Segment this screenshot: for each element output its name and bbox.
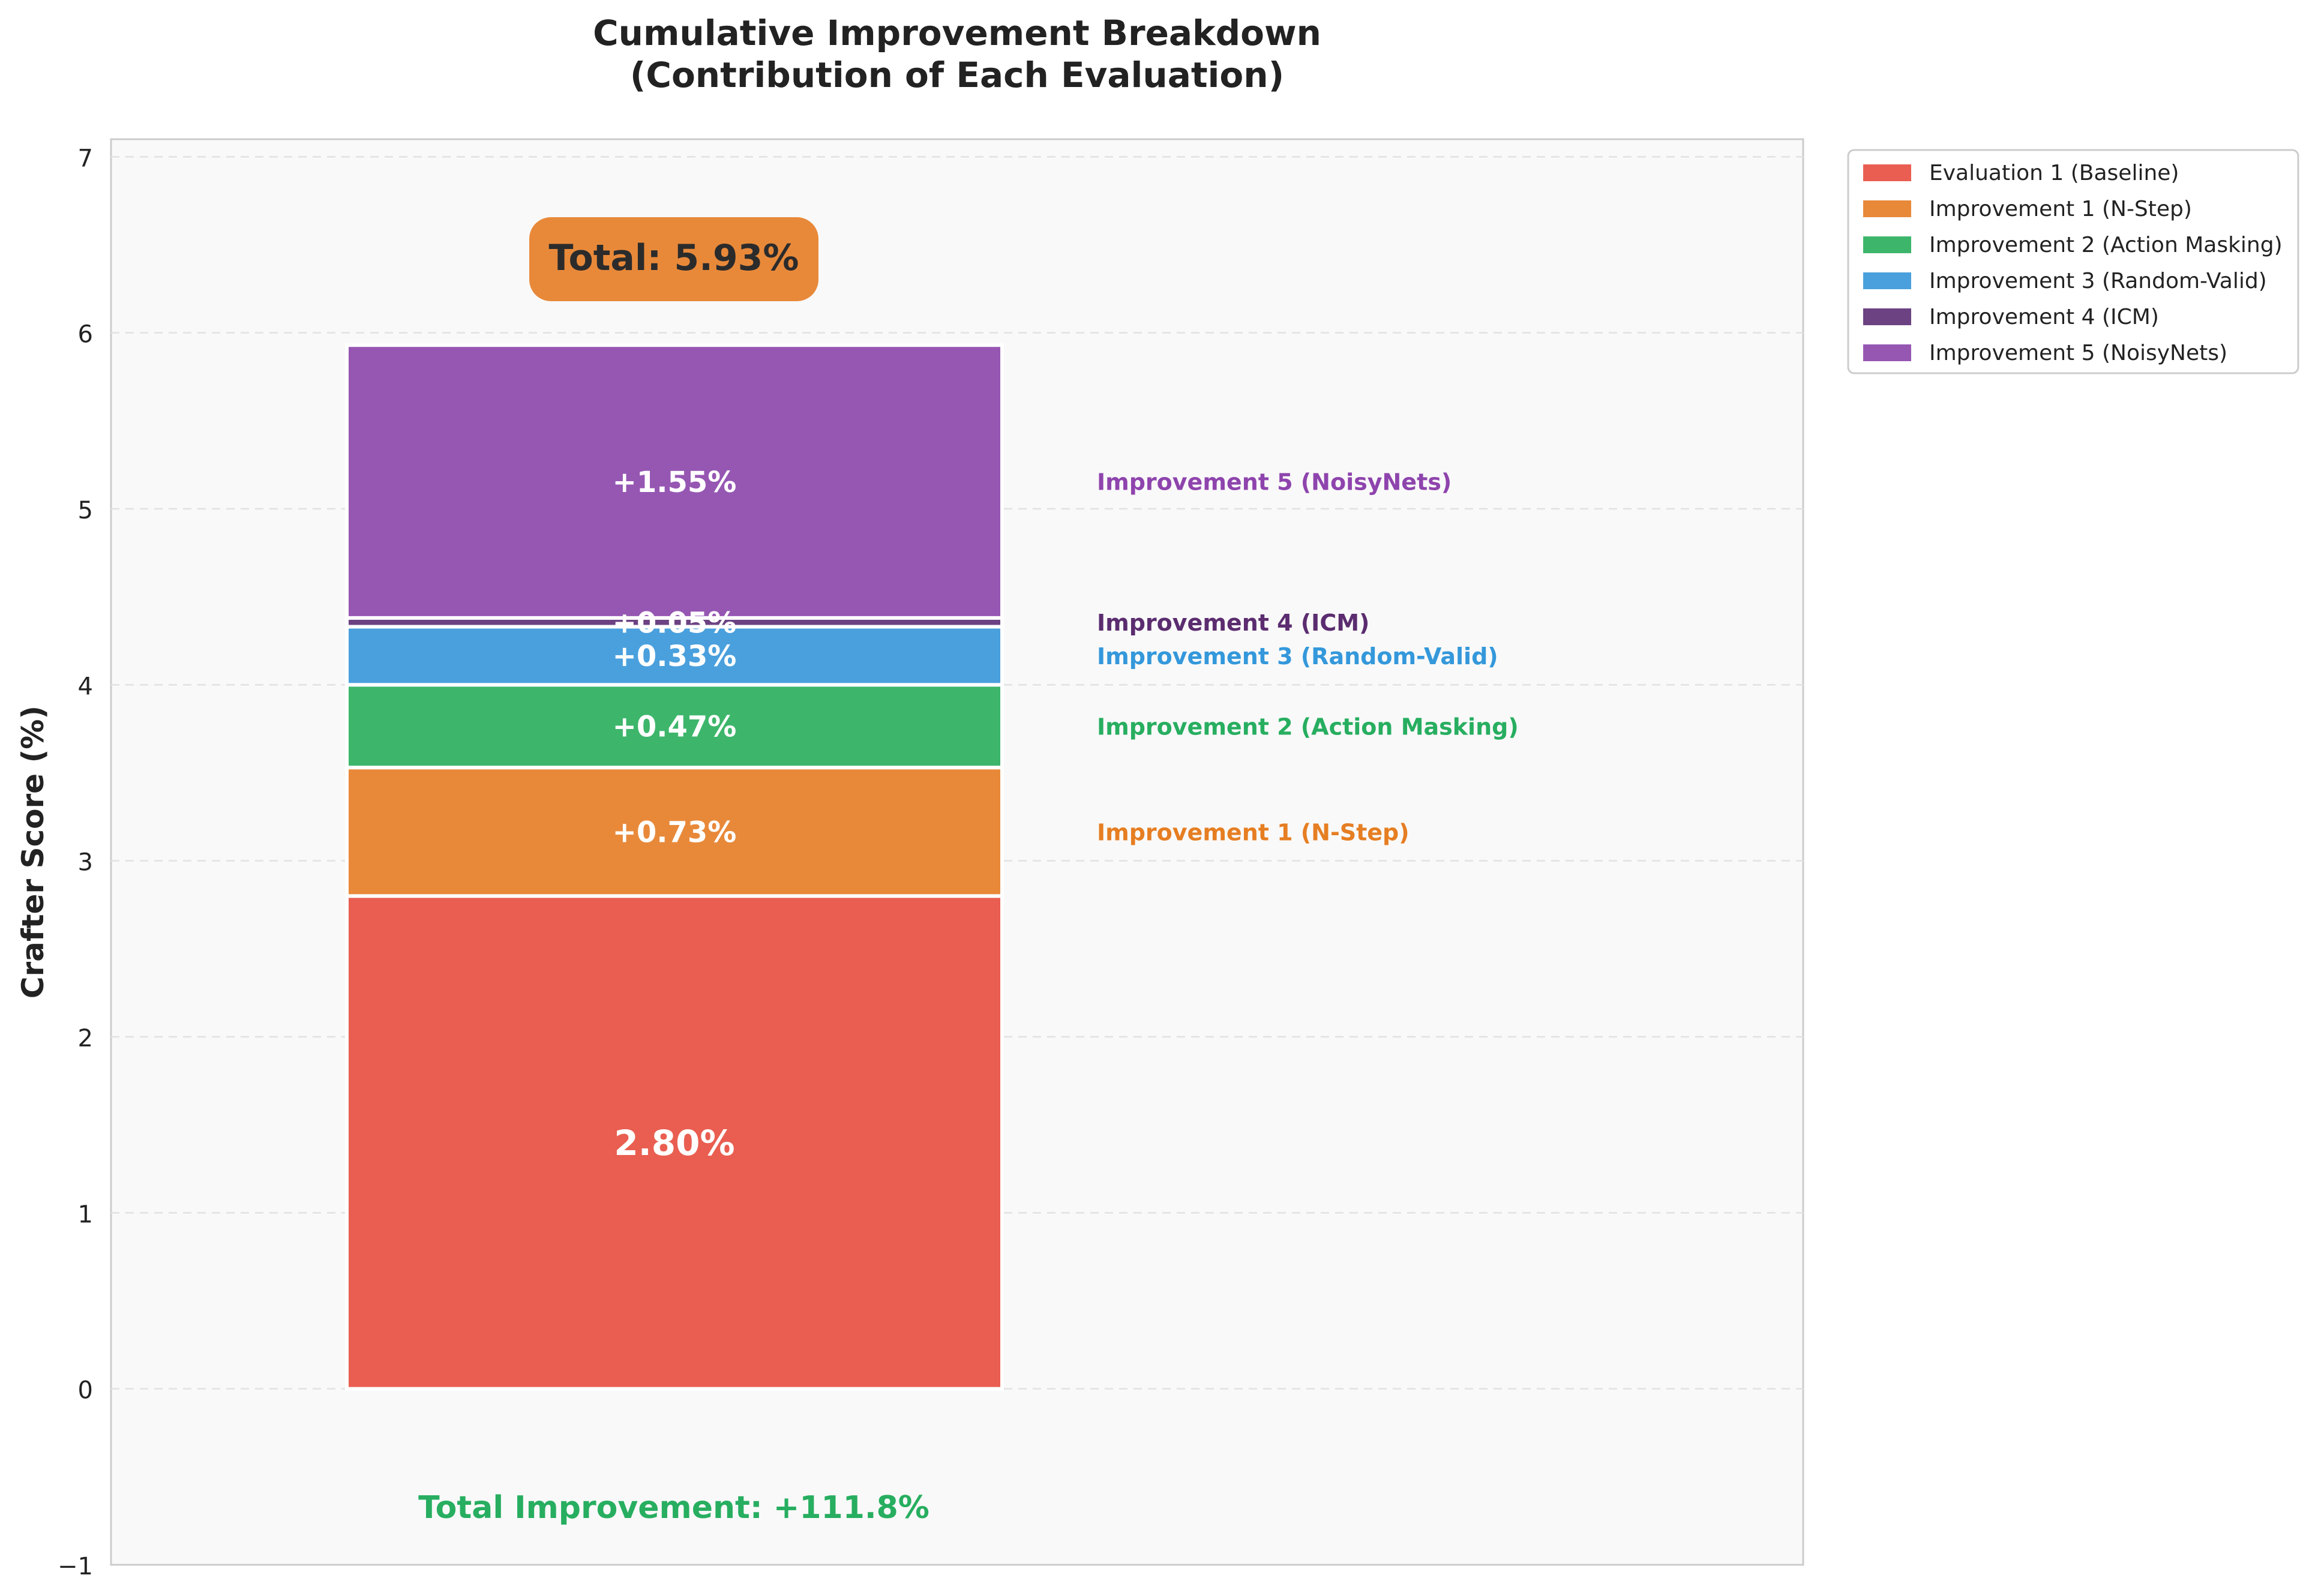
y-tick-label: 6 [78,321,93,349]
legend-swatch [1863,272,1911,289]
legend-swatch [1863,164,1911,181]
y-axis-ticks: −1 0 1 2 3 4 5 6 7 [58,145,93,1580]
legend-swatch [1863,308,1911,325]
legend-swatch [1863,344,1911,361]
legend-label: Improvement 3 (Random-Valid) [1929,269,2267,293]
legend-entries: Evaluation 1 (Baseline) Improvement 1 (N-… [1863,161,2283,365]
y-tick-label: 3 [78,849,93,877]
y-tick-label: 2 [78,1025,93,1052]
total-badge-box [529,217,818,301]
segment-value-label: +0.73% [613,816,737,850]
y-tick-label: 5 [78,497,93,524]
segment-value-label: 2.80% [614,1123,734,1163]
legend-label: Improvement 2 (Action Masking) [1929,233,2283,257]
segment-value-label: +0.33% [613,640,737,673]
chart-title: Cumulative Improvement Breakdown [593,13,1321,53]
y-tick-label: 1 [78,1201,93,1228]
segment-side-label: Improvement 4 (ICM) [1097,610,1369,636]
y-tick-label: −1 [58,1553,93,1580]
legend-label: Improvement 1 (N-Step) [1929,197,2192,221]
chart-subtitle: (Contribution of Each Evaluation) [630,55,1284,95]
segment-side-label: Improvement 5 (NoisyNets) [1097,469,1452,496]
legend-label: Improvement 5 (NoisyNets) [1929,341,2227,365]
legend: Evaluation 1 (Baseline) Improvement 1 (N-… [1847,149,2299,374]
bar-segment [345,625,1004,687]
segment-value-label: +0.47% [613,710,737,744]
y-tick-label: 7 [78,145,93,172]
bar-segment [345,343,1004,620]
bar-segment [345,894,1004,1391]
total-badge: Total: 5.93% [529,217,818,301]
stacked-bar [345,343,1004,1391]
legend-label: Improvement 4 (ICM) [1929,305,2159,329]
legend-box [1847,149,2299,374]
total-badge-text: Total: 5.93% [549,237,799,279]
segment-value-label: +0.05% [613,606,737,640]
y-axis-label: Crafter Score (%) [16,706,50,999]
y-tick-label: 0 [78,1377,93,1405]
legend-swatch [1863,200,1911,217]
segment-side-label: Improvement 3 (Random-Valid) [1097,643,1498,670]
legend-swatch [1863,236,1911,253]
segment-value-label: +1.55% [613,466,737,499]
segment-side-label: Improvement 2 (Action Masking) [1097,713,1519,740]
total-improvement-text: Total Improvement: +111.8% [418,1490,929,1526]
segment-labels: 2.80% +0.73% +0.47% +0.33%+0.05% +1.55% [613,466,737,1163]
side-labels: Improvement 1 (N-Step) Improvement 2 (Act… [1097,469,1519,846]
legend-label: Evaluation 1 (Baseline) [1929,161,2179,185]
segment-side-label: Improvement 1 (N-Step) [1097,819,1410,845]
y-tick-label: 4 [78,673,93,700]
